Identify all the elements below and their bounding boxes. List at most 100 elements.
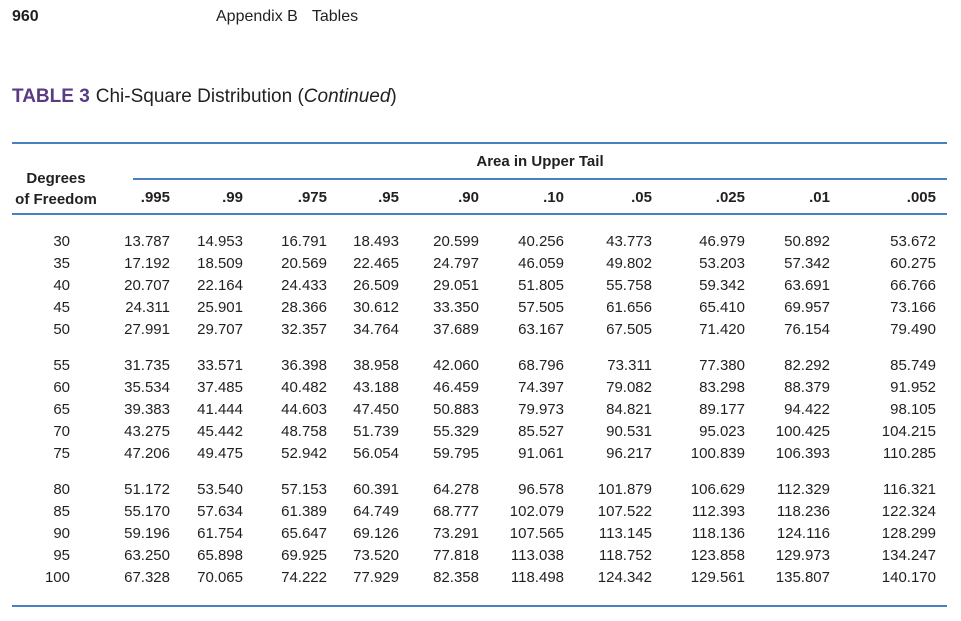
value-cell: 77.380 xyxy=(699,357,745,374)
value-cell: 13.787 xyxy=(124,233,170,250)
value-cell: 55.758 xyxy=(606,277,652,294)
value-cell: 48.758 xyxy=(281,423,327,440)
row-header: Degrees of Freedom xyxy=(12,168,100,210)
value-cell: 39.383 xyxy=(124,401,170,418)
title-paren-open: ( xyxy=(297,86,304,107)
value-cell: 129.561 xyxy=(690,569,745,586)
value-cell: 94.422 xyxy=(784,401,830,418)
column-header: .95 xyxy=(378,189,399,206)
value-cell: 113.038 xyxy=(510,547,564,564)
value-cell: 42.060 xyxy=(433,357,479,374)
value-cell: 34.764 xyxy=(353,321,399,338)
value-cell: 66.766 xyxy=(890,277,936,294)
value-cell: 20.599 xyxy=(433,233,479,250)
df-cell: 65 xyxy=(53,401,70,418)
value-cell: 53.540 xyxy=(197,481,243,498)
value-cell: 16.791 xyxy=(281,233,327,250)
value-cell: 102.079 xyxy=(509,503,564,520)
value-cell: 38.958 xyxy=(353,357,399,374)
value-cell: 20.707 xyxy=(124,277,170,294)
value-cell: 43.275 xyxy=(124,423,170,440)
value-cell: 29.051 xyxy=(433,277,479,294)
value-cell: 101.879 xyxy=(597,481,652,498)
value-cell: 47.206 xyxy=(124,445,170,462)
value-cell: 68.796 xyxy=(518,357,564,374)
column-header: .975 xyxy=(297,189,327,206)
value-cell: 24.797 xyxy=(433,255,479,272)
value-cell: 77.929 xyxy=(353,569,399,586)
value-cell: 20.569 xyxy=(281,255,327,272)
value-cell: 73.166 xyxy=(890,299,936,316)
value-cell: 52.942 xyxy=(281,445,327,462)
running-head: Appendix B Tables xyxy=(216,8,358,26)
table-title: TABLE 3 Chi-Square Distribution (Continue… xyxy=(12,86,397,108)
column-header: .05 xyxy=(631,189,652,206)
value-cell: 55.170 xyxy=(124,503,170,520)
value-cell: 76.154 xyxy=(784,321,830,338)
value-cell: 59.795 xyxy=(433,445,479,462)
value-cell: 18.509 xyxy=(197,255,243,272)
value-cell: 69.957 xyxy=(784,299,830,316)
value-cell: 36.398 xyxy=(281,357,327,374)
value-cell: 24.311 xyxy=(125,299,170,316)
df-cell: 100 xyxy=(44,569,70,586)
row-header-line-1: Degrees xyxy=(26,170,86,187)
value-cell: 50.883 xyxy=(433,401,479,418)
value-cell: 29.707 xyxy=(197,321,243,338)
value-cell: 98.105 xyxy=(890,401,936,418)
value-cell: 118.752 xyxy=(598,547,652,564)
value-cell: 49.802 xyxy=(606,255,652,272)
value-cell: 35.534 xyxy=(124,379,170,396)
df-cell: 75 xyxy=(53,445,70,462)
table-name: Chi-Square Distribution xyxy=(95,86,293,107)
value-cell: 69.126 xyxy=(353,525,399,542)
value-cell: 41.444 xyxy=(197,401,243,418)
value-cell: 73.520 xyxy=(353,547,399,564)
value-cell: 50.892 xyxy=(784,233,830,250)
value-cell: 79.490 xyxy=(890,321,936,338)
value-cell: 61.656 xyxy=(606,299,652,316)
column-header: .99 xyxy=(222,189,243,206)
value-cell: 85.527 xyxy=(518,423,564,440)
running-head-section: Appendix B xyxy=(216,8,298,25)
value-cell: 73.291 xyxy=(433,525,479,542)
value-cell: 22.164 xyxy=(197,277,243,294)
value-cell: 44.603 xyxy=(281,401,327,418)
value-cell: 47.450 xyxy=(353,401,399,418)
value-cell: 33.571 xyxy=(197,357,243,374)
value-cell: 60.391 xyxy=(353,481,399,498)
value-cell: 134.247 xyxy=(881,547,936,564)
value-cell: 57.505 xyxy=(518,299,564,316)
value-cell: 82.292 xyxy=(784,357,830,374)
value-cell: 73.311 xyxy=(607,357,652,374)
column-header: .995 xyxy=(140,189,170,206)
value-cell: 82.358 xyxy=(433,569,479,586)
value-cell: 112.393 xyxy=(691,503,745,520)
value-cell: 74.397 xyxy=(518,379,564,396)
value-cell: 123.858 xyxy=(690,547,745,564)
value-cell: 65.647 xyxy=(281,525,327,542)
value-cell: 56.054 xyxy=(353,445,399,462)
value-cell: 60.275 xyxy=(890,255,936,272)
value-cell: 79.082 xyxy=(606,379,652,396)
value-cell: 124.342 xyxy=(597,569,652,586)
value-cell: 51.805 xyxy=(518,277,564,294)
value-cell: 51.172 xyxy=(124,481,170,498)
value-cell: 107.565 xyxy=(509,525,564,542)
value-cell: 63.167 xyxy=(518,321,564,338)
value-cell: 57.153 xyxy=(281,481,327,498)
value-cell: 110.285 xyxy=(882,445,936,462)
value-cell: 70.065 xyxy=(197,569,243,586)
column-header: .10 xyxy=(543,189,564,206)
value-cell: 104.215 xyxy=(881,423,936,440)
df-cell: 35 xyxy=(53,255,70,272)
value-cell: 53.203 xyxy=(699,255,745,272)
value-cell: 96.578 xyxy=(518,481,564,498)
df-cell: 30 xyxy=(53,233,70,250)
value-cell: 17.192 xyxy=(124,255,170,272)
value-cell: 113.145 xyxy=(598,525,652,542)
value-cell: 83.298 xyxy=(699,379,745,396)
df-cell: 90 xyxy=(53,525,70,542)
df-cell: 40 xyxy=(53,277,70,294)
value-cell: 43.188 xyxy=(353,379,399,396)
